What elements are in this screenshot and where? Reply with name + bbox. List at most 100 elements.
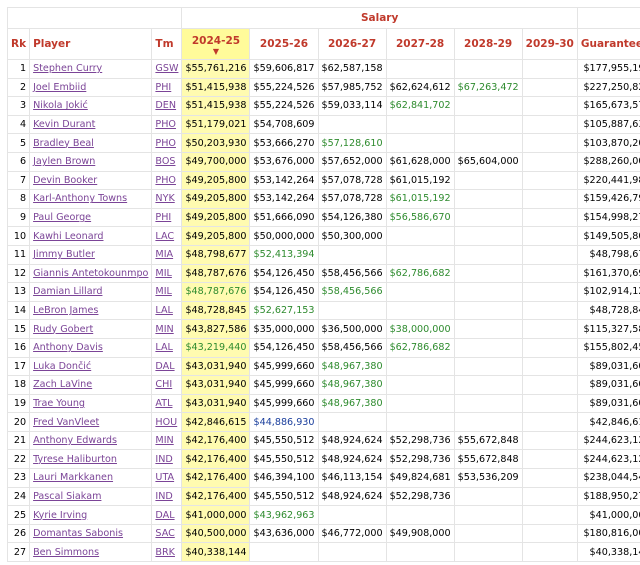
player-link[interactable]: Lauri Markkanen [33, 472, 114, 484]
player-cell: Giannis Antetokounmpo [29, 263, 153, 284]
team-link[interactable]: GSW [155, 63, 179, 75]
player-link[interactable]: Tyrese Haliburton [33, 453, 117, 465]
player-link[interactable]: Giannis Antetokounmpo [33, 267, 149, 279]
player-link[interactable]: Fred VanVleet [33, 416, 100, 428]
player-cell: Kyrie Irving [29, 505, 153, 525]
team-link[interactable]: LAL [155, 342, 173, 354]
player-link[interactable]: Pascal Siakam [33, 490, 102, 502]
team-link[interactable]: IND [155, 490, 173, 502]
guaranteed-cell: $165,673,578 [576, 96, 640, 116]
team-link[interactable]: PHO [155, 119, 176, 131]
team-link[interactable]: SAC [155, 528, 175, 540]
table-row: 24 Pascal Siakam IND $42,176,400 $45,550,512… [6, 486, 640, 507]
team-link[interactable]: MIL [155, 267, 172, 279]
player-cell: Tyrese Haliburton [29, 449, 153, 470]
col-header-rk[interactable]: Rk [6, 28, 31, 60]
player-link[interactable]: Karl-Anthony Towns [33, 193, 128, 205]
player-link[interactable]: Bradley Beal [33, 137, 94, 149]
team-link[interactable]: PHO [155, 137, 176, 149]
salary-cell [521, 430, 578, 451]
player-link[interactable]: Kawhi Leonard [33, 230, 104, 242]
team-link[interactable]: MIL [155, 286, 172, 298]
salary-cell [453, 393, 523, 414]
player-link[interactable]: LeBron James [33, 305, 99, 317]
player-link[interactable]: Paul George [33, 212, 92, 224]
salary-cell: $58,456,566 [317, 282, 387, 302]
team-link[interactable]: BRK [155, 546, 175, 558]
player-link[interactable]: Anthony Davis [33, 342, 103, 354]
team-link[interactable]: HOU [155, 416, 178, 428]
team-link[interactable]: PHI [155, 212, 172, 224]
team-link[interactable]: LAL [155, 305, 173, 317]
col-header-2024-25[interactable]: 2024-25 ▼ [181, 28, 251, 60]
player-link[interactable]: Nikola Jokić [33, 100, 88, 112]
salary-cell: $45,550,512 [249, 430, 319, 451]
team-link[interactable]: PHO [155, 174, 176, 186]
team-link[interactable]: IND [155, 453, 173, 465]
player-link[interactable]: Kevin Durant [33, 119, 96, 131]
team-link[interactable]: BOS [155, 156, 176, 168]
salary-cell: $48,924,624 [317, 486, 387, 507]
table-row: 5 Bradley Beal PHO $50,203,930 $53,666,270 $5… [6, 133, 640, 153]
player-link[interactable]: Trae Young [33, 397, 86, 409]
team-link[interactable]: MIN [155, 435, 174, 447]
col-header-2028-29[interactable]: 2028-29 [453, 28, 523, 60]
player-link[interactable]: Devin Booker [33, 174, 98, 186]
salary-cell: $65,604,000 [453, 151, 523, 172]
player-link[interactable]: Ben Simmons [33, 546, 100, 558]
team-link[interactable]: DAL [155, 360, 175, 372]
salary-cell: $52,413,394 [249, 244, 319, 265]
player-link[interactable]: Jaylen Brown [33, 156, 96, 168]
team-link[interactable]: CHI [155, 379, 173, 391]
salary-cell: $53,142,264 [249, 189, 319, 209]
col-header-2027-28[interactable]: 2027-28 [385, 28, 455, 60]
team-link[interactable]: DEN [155, 100, 177, 112]
salary-cell: $40,500,000 [181, 523, 251, 544]
salary-cell: $57,078,728 [317, 170, 387, 191]
rank-cell: 7 [6, 170, 31, 191]
col-header-2026-27[interactable]: 2026-27 [317, 28, 387, 60]
player-cell: Zach LaVine [29, 375, 153, 395]
salary-cell: $40,338,144 [181, 542, 251, 563]
salary-table-container: Salary Rk Player Tm 2024-25 ▼ 2025-26 20… [6, 7, 640, 563]
col-header-player[interactable]: Player [29, 28, 153, 60]
player-link[interactable]: Joel Embiid [33, 81, 87, 93]
col-header-2029-30[interactable]: 2029-30 [521, 28, 578, 60]
player-link[interactable]: Domantas Sabonis [33, 528, 124, 540]
guaranteed-cell: $227,250,828 [576, 77, 640, 98]
col-header-guaranteed[interactable]: Guaranteed [576, 28, 640, 60]
player-link[interactable]: Rudy Gobert [33, 323, 94, 335]
rank-cell: 27 [6, 542, 31, 563]
player-link[interactable]: Jimmy Butler [33, 249, 95, 261]
salary-cell: $56,586,670 [385, 207, 455, 228]
team-cell: NYK [151, 189, 183, 209]
team-link[interactable]: UTA [155, 472, 175, 484]
team-link[interactable]: MIA [155, 249, 174, 261]
team-cell: MIL [151, 282, 183, 302]
player-link[interactable]: Luka Dončić [33, 360, 92, 372]
player-link[interactable]: Kyrie Irving [33, 509, 88, 521]
team-link[interactable]: LAC [155, 230, 175, 242]
salary-cell [453, 375, 523, 395]
salary-cell [317, 412, 387, 432]
player-link[interactable]: Anthony Edwards [33, 435, 117, 447]
team-link[interactable]: DAL [155, 509, 175, 521]
col-header-team[interactable]: Tm [151, 28, 183, 60]
player-link[interactable]: Stephen Curry [33, 63, 103, 75]
salary-cell [453, 59, 523, 79]
table-row: 11 Jimmy Butler MIA $48,798,677 $52,413,394 $… [6, 244, 640, 265]
player-link[interactable]: Damian Lillard [33, 286, 103, 298]
col-header-2025-26[interactable]: 2025-26 [249, 28, 319, 60]
team-link[interactable]: NYK [155, 193, 175, 205]
team-link[interactable]: ATL [155, 397, 173, 409]
team-cell: MIN [151, 319, 183, 339]
salary-cell: $42,846,615 [181, 412, 251, 432]
team-cell: PHO [151, 133, 183, 153]
team-link[interactable]: MIN [155, 323, 174, 335]
player-link[interactable]: Zach LaVine [33, 379, 93, 391]
salary-cell: $61,628,000 [385, 151, 455, 172]
player-cell: Anthony Edwards [29, 430, 153, 451]
team-link[interactable]: PHI [155, 81, 172, 93]
guaranteed-cell: $177,955,191 [576, 59, 640, 79]
